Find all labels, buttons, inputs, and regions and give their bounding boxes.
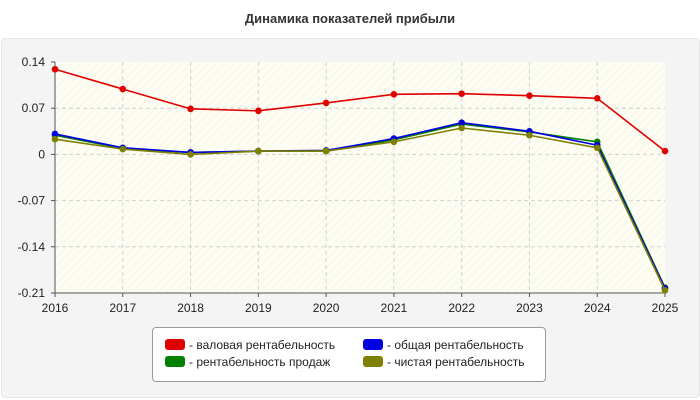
legend: - валовая рентабельность - общая рентабе…	[152, 327, 546, 382]
data-point	[390, 91, 398, 98]
data-point	[526, 92, 533, 99]
data-point	[458, 90, 465, 97]
data-point	[255, 147, 262, 155]
series-line	[54, 68, 666, 152]
x-tick-label: 2022	[448, 301, 475, 315]
data-point	[322, 147, 330, 155]
data-point	[119, 85, 127, 93]
legend-swatch	[363, 356, 383, 367]
y-tick-label: -0.07	[18, 194, 46, 208]
x-tick-label: 2017	[109, 301, 136, 315]
x-tick-label: 2016	[42, 301, 69, 315]
data-point	[51, 135, 59, 143]
y-tick-label: 0.14	[22, 55, 46, 69]
x-tick-label: 2018	[177, 301, 204, 315]
legend-swatch	[165, 356, 185, 367]
data-point	[661, 147, 669, 155]
x-tick-label: 2023	[516, 301, 543, 315]
y-tick-label: 0	[38, 147, 45, 161]
series-lines	[51, 65, 669, 294]
data-point	[255, 107, 262, 115]
legend-swatch	[165, 339, 185, 350]
legend-label: - валовая рентабельность	[189, 338, 336, 352]
legend-label: - чистая рентабельность	[387, 355, 525, 369]
series-line	[54, 121, 666, 289]
grid-lines	[55, 62, 665, 293]
data-point	[593, 144, 601, 152]
y-tick-label: 0.07	[22, 101, 46, 115]
data-point	[187, 105, 194, 113]
legend-label: - общая рентабельность	[387, 338, 524, 352]
data-point	[458, 124, 465, 132]
data-point	[458, 119, 465, 127]
x-tick-label: 2019	[245, 301, 272, 315]
data-point	[390, 138, 398, 146]
series-line	[54, 127, 666, 291]
data-point	[51, 130, 59, 138]
chart-title: Динамика показателей прибыли	[244, 11, 456, 26]
x-tick-label: 2024	[584, 301, 611, 315]
y-tick-label: -0.14	[18, 240, 46, 254]
legend-swatch	[363, 339, 383, 350]
data-point	[51, 65, 59, 73]
axes	[51, 61, 666, 297]
plot-area	[55, 62, 665, 293]
data-point	[119, 145, 127, 153]
x-tick-label: 2020	[313, 301, 340, 315]
x-tick-label: 2025	[652, 301, 679, 315]
data-point	[526, 131, 533, 139]
legend-label: - рентабельность продаж	[189, 355, 331, 369]
data-point	[593, 95, 601, 102]
x-tick-label: 2021	[381, 301, 408, 315]
data-point	[322, 99, 330, 107]
y-tick-label: -0.21	[18, 286, 46, 300]
data-point	[187, 151, 194, 158]
data-point	[661, 287, 669, 294]
